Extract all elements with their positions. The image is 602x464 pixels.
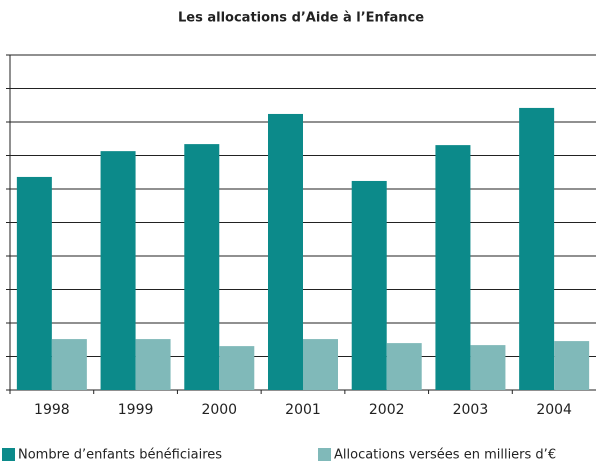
legend-swatch — [318, 448, 331, 461]
x-tick-label: 1999 — [118, 402, 154, 418]
bar — [470, 345, 506, 390]
bar — [219, 346, 255, 390]
x-tick-label: 2003 — [453, 402, 489, 418]
legend-swatch — [2, 448, 15, 461]
x-tick-label: 2002 — [369, 402, 405, 418]
legend-label: Allocations versées en milliers d’€ — [334, 448, 556, 463]
bar — [100, 151, 136, 390]
bar — [51, 339, 87, 390]
bar — [435, 145, 471, 390]
bar — [268, 113, 303, 391]
bar — [386, 343, 422, 390]
bar — [135, 339, 171, 390]
bar — [554, 341, 590, 390]
x-tick-label: 2004 — [536, 402, 572, 418]
bar — [351, 180, 387, 390]
x-tick-label: 1998 — [34, 402, 70, 418]
bar — [519, 107, 555, 391]
x-tick-label: 2001 — [285, 402, 321, 418]
x-tick-label: 2000 — [201, 402, 237, 418]
bar — [303, 339, 338, 390]
bar — [184, 144, 220, 390]
bar — [16, 176, 52, 390]
legend-label: Nombre d’enfants bénéficiaires — [18, 448, 222, 463]
chart-title: Les allocations d’Aide à l’Enfance — [178, 11, 424, 26]
